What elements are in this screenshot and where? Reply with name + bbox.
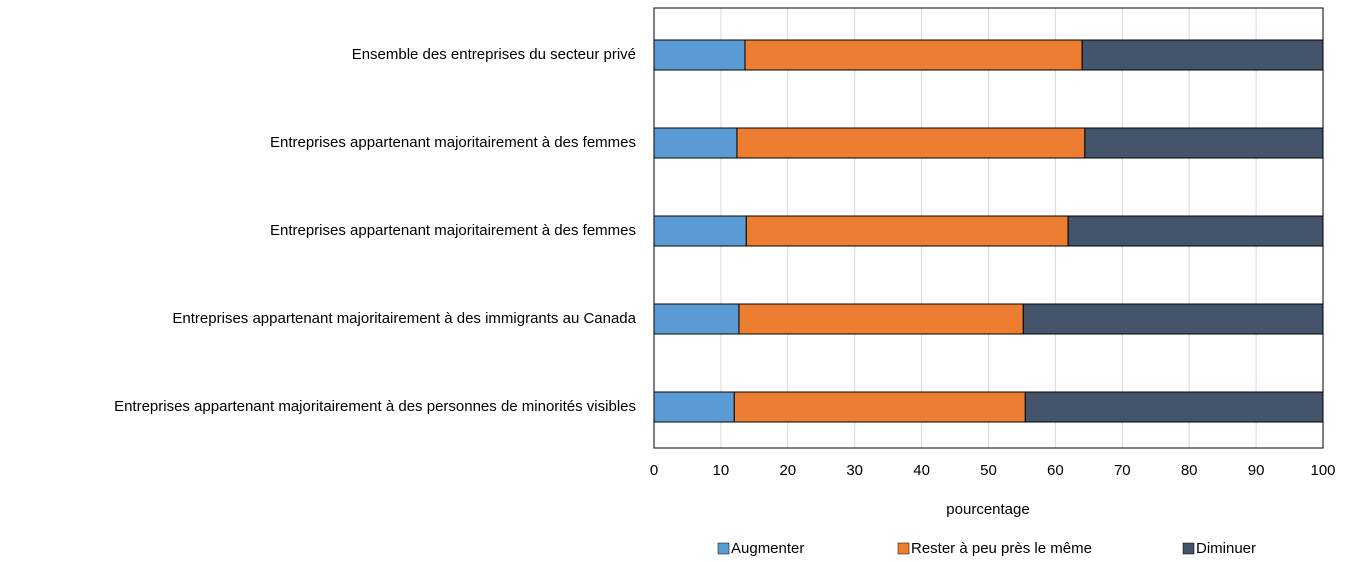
x-axis-label: pourcentage (946, 501, 1029, 518)
x-tick-label: 50 (980, 462, 997, 479)
x-tick-label: 100 (1310, 462, 1335, 479)
bar-segment (744, 39, 1083, 71)
legend-label: Augmenter (731, 540, 804, 557)
legend-swatch (717, 542, 730, 555)
x-tick-label: 70 (1114, 462, 1131, 479)
bar-segment (1081, 39, 1324, 71)
legend-swatch (897, 542, 910, 555)
bar-segment (745, 215, 1069, 247)
bar-segment (653, 303, 740, 335)
x-tick-label: 10 (713, 462, 730, 479)
y-tick-label: Ensemble des entreprises du secteur priv… (352, 46, 636, 63)
y-tick-label: Entreprises appartenant majoritairement … (172, 310, 636, 327)
x-tick-label: 40 (913, 462, 930, 479)
bar-segment (733, 391, 1026, 423)
y-tick-label: Entreprises appartenant majoritairement … (270, 134, 636, 151)
bar-segment (738, 303, 1024, 335)
bar-segment (1067, 215, 1324, 247)
bar-segment (1022, 303, 1324, 335)
bar-segment (653, 39, 746, 71)
bar-segment (653, 391, 735, 423)
x-tick-label: 80 (1181, 462, 1198, 479)
x-tick-label: 30 (846, 462, 863, 479)
y-tick-label: Entreprises appartenant majoritairement … (114, 398, 636, 415)
bar-segment (736, 127, 1086, 159)
bar-segment (653, 215, 747, 247)
bar-segment (653, 127, 738, 159)
x-tick-label: 0 (650, 462, 658, 479)
legend-label: Diminuer (1196, 540, 1256, 557)
bar-segment (1024, 391, 1324, 423)
legend-label: Rester à peu près le même (911, 540, 1092, 557)
legend-swatch (1182, 542, 1195, 555)
y-tick-label: Entreprises appartenant majoritairement … (270, 222, 636, 239)
bar-segment (1084, 127, 1324, 159)
x-tick-label: 90 (1248, 462, 1265, 479)
x-tick-label: 60 (1047, 462, 1064, 479)
x-tick-label: 20 (779, 462, 796, 479)
